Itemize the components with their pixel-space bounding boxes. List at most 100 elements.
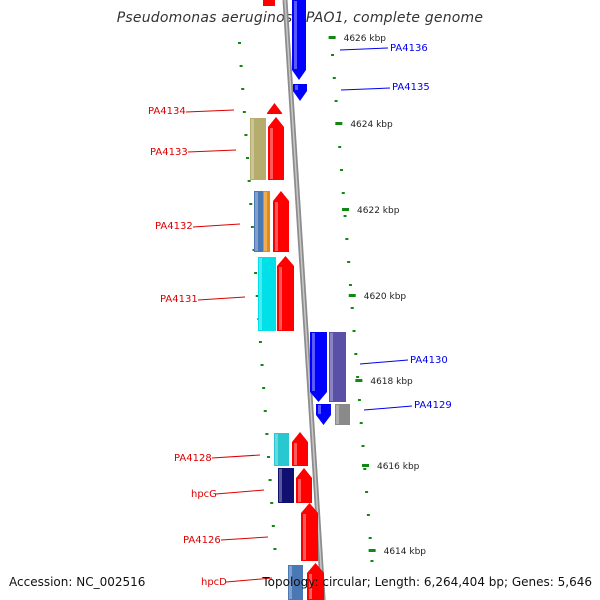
kbp-tick-label: 4618 kbp (370, 377, 413, 387)
leader-line-pa4132 (192, 223, 241, 228)
kbp-tick-label: 4626 kbp (344, 34, 387, 44)
kbp-tick-mark (335, 122, 343, 125)
right-rail-dash (354, 353, 358, 355)
cog-box-pa4132-a-shine (255, 192, 258, 251)
gene-arrow-pa4130[interactable] (310, 332, 327, 402)
kbp-tick-mark (342, 208, 350, 211)
gene-arrow-hpcg[interactable] (296, 468, 312, 503)
backbone-highlight (284, 0, 324, 600)
leader-line-pa4135 (340, 87, 391, 91)
right-rail-dash (350, 307, 354, 309)
gene-arrow-pa4133[interactable] (268, 117, 284, 180)
left-rail-dash (244, 134, 248, 136)
gene-arrow-hpcd-shine (309, 574, 312, 599)
gene-arrow-pa4131-shine (279, 267, 282, 330)
right-rail-dash (332, 77, 336, 79)
genome-summary: Topology: circular; Length: 6,264,404 bp… (262, 575, 592, 589)
right-rail-dash (334, 100, 338, 102)
leader-line-pa4130 (359, 359, 409, 365)
cog-box-pa4133-shine (251, 119, 254, 179)
cog-box-pa4128-shine (275, 434, 278, 465)
left-rail-dash (241, 88, 245, 90)
kbp-tick-label: 4620 kbp (364, 292, 407, 302)
cog-box-pa4128 (274, 433, 289, 466)
gene-arrow-pa4129-shine (318, 405, 321, 414)
left-rail-dash (263, 410, 267, 412)
left-rail-dash (262, 387, 266, 389)
gene-label-hpcg[interactable]: hpcG (191, 489, 217, 500)
cog-box-pa4133 (250, 118, 266, 180)
gene-arrow-pa4133-shine (270, 128, 273, 179)
kbp-tick-mark (368, 549, 376, 552)
cog-box-hpcd-shine (289, 566, 292, 599)
gene-label-pa4134[interactable]: PA4134 (148, 106, 186, 117)
gene-arrow-pa4135[interactable] (293, 84, 307, 101)
right-rail-dash (356, 376, 360, 378)
gene-label-pa4129[interactable]: PA4129 (414, 400, 452, 411)
right-rail-dash (363, 468, 367, 470)
left-rail-dash (255, 295, 259, 297)
gene-arrow-pa4129[interactable] (316, 404, 331, 425)
gene-arrow-pa4131[interactable] (277, 256, 294, 331)
gene-arrow-pa4130-shine (312, 333, 315, 391)
leader-line-pa4129 (363, 405, 413, 411)
leader-line-pa4126 (220, 536, 269, 541)
right-rail-dash (365, 491, 369, 493)
gene-arrow-pa4134[interactable] (267, 103, 282, 114)
right-rail-dash (341, 192, 345, 194)
gene-arrow-pa4128[interactable] (292, 432, 308, 466)
right-rail-dash (370, 560, 374, 562)
gene-label-pa4128[interactable]: PA4128 (174, 453, 212, 464)
gene-arrow-pa4126[interactable] (301, 503, 318, 561)
left-rail-dash (242, 111, 246, 113)
gene-label-pa4131[interactable]: PA4131 (160, 294, 198, 305)
gene-arrow-pa4136[interactable] (292, 0, 306, 80)
gene-label-hpcd[interactable]: hpcD (201, 577, 227, 588)
left-rail-dash (249, 203, 253, 205)
right-rail-dash (366, 514, 370, 516)
cog-box-hpcg-shine (279, 469, 282, 502)
gene-arrow-pa4136-shine (294, 1, 297, 69)
leader-line-pa4128 (211, 454, 261, 459)
gene-arrow-pa4135-shine (295, 85, 298, 90)
gene-arrow-top-partial[interactable] (263, 0, 275, 6)
gene-arrow-hpcg-shine (298, 479, 301, 502)
cog-box-pa4129-shine (336, 405, 339, 424)
left-rail-dash (258, 341, 262, 343)
left-rail-dash (238, 42, 241, 44)
cog-box-pa4131 (258, 257, 276, 331)
gene-label-pa4132[interactable]: PA4132 (155, 221, 193, 232)
gene-label-pa4130[interactable]: PA4130 (410, 355, 448, 366)
right-rail-dash (359, 422, 363, 424)
cog-box-pa4129 (335, 404, 350, 425)
right-rail-dash (338, 146, 342, 148)
gene-label-pa4126[interactable]: PA4126 (183, 535, 221, 546)
left-rail-dash (254, 272, 258, 274)
right-rail-dash (339, 169, 343, 171)
left-rail-dash (270, 502, 274, 504)
left-rail-dash (266, 456, 270, 458)
right-rail-dash (347, 261, 351, 263)
accession-label: Accession: NC_002516 (9, 575, 146, 589)
leader-line-pa4136 (339, 47, 389, 51)
kbp-tick-mark (355, 379, 363, 382)
kbp-tick-mark (348, 294, 356, 297)
kbp-tick-mark (361, 464, 369, 467)
leader-line-pa4131 (197, 296, 246, 301)
cog-box-pa4130-shine (330, 333, 333, 401)
cog-box-pa4131-shine (259, 258, 262, 330)
gene-label-pa4133[interactable]: PA4133 (150, 147, 188, 158)
leader-line-hpcg (215, 489, 265, 495)
gene-label-pa4136[interactable]: PA4136 (390, 43, 428, 54)
cog-box-hpcg (278, 468, 294, 503)
cog-box-pa4132-b (263, 191, 270, 252)
kbp-tick-label: 4622 kbp (357, 206, 400, 216)
gene-arrow-hpcd[interactable] (307, 563, 324, 600)
gene-arrow-pa4132[interactable] (273, 191, 289, 252)
right-rail-dash (331, 54, 334, 56)
gene-label-pa4135[interactable]: PA4135 (392, 82, 430, 93)
right-rail-dash (345, 238, 349, 240)
left-rail-dash (247, 180, 251, 182)
